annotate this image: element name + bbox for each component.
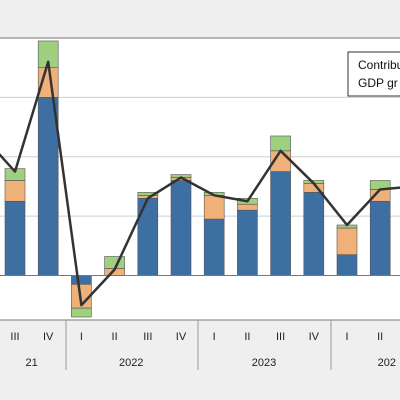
x-tick-label: II [244, 331, 250, 343]
bar-segment-0 [71, 275, 92, 285]
x-tick-label: I [213, 331, 216, 343]
bar-segment-0 [336, 254, 358, 276]
bar-segment-0 [170, 180, 192, 276]
year-labels: 21 2022 2023 202 [25, 357, 396, 369]
bar-segment-0 [203, 218, 225, 276]
x-tick-label: II [377, 331, 383, 343]
bar-segment-0 [369, 200, 391, 276]
gdp-growth-line [0, 60, 400, 307]
legend-box [347, 51, 400, 97]
x-tick-label: I [345, 331, 348, 343]
x-tick-label: III [276, 331, 285, 343]
x-tick-label: I [80, 331, 83, 343]
x-tick-label: II [112, 331, 118, 343]
bar-segment-0 [270, 171, 291, 276]
gridlines [0, 96, 400, 217]
bar-segment-1 [336, 227, 358, 255]
plot-area [0, 38, 400, 320]
bar-segment-2 [137, 192, 159, 196]
bar-segment-0 [137, 197, 159, 276]
legend-line-2: GDP gr [358, 76, 398, 90]
bar-segment-1 [203, 195, 225, 220]
x-tick-label: III [10, 331, 19, 343]
bar-segment-0 [303, 192, 325, 276]
legend: Contribu GDP gr [347, 51, 400, 97]
x-tick-label: IV [309, 331, 320, 343]
x-axis-ticks: IIIIVIIIIIIIVIIIIIIIVIIIIII [10, 331, 383, 343]
x-tick-label: IV [176, 331, 187, 343]
bar-stacks [4, 40, 391, 318]
bar-segment-0 [237, 209, 258, 276]
legend-line-1: Contribu [358, 58, 400, 72]
bar-segment-1 [237, 203, 258, 211]
year-label: 21 [25, 357, 37, 369]
bar-segment-2 [104, 256, 125, 269]
x-tick-label: IV [43, 331, 54, 343]
year-label: 2023 [252, 357, 276, 369]
year-label: 2022 [119, 357, 143, 369]
bar-segment-2 [270, 135, 291, 152]
bar-segment-1 [4, 180, 26, 202]
x-tick-label: III [143, 331, 152, 343]
bar-segment-2 [71, 307, 92, 318]
year-label: 202 [378, 357, 396, 369]
bar-segment-0 [4, 200, 26, 276]
bar-segment-0 [37, 97, 59, 276]
